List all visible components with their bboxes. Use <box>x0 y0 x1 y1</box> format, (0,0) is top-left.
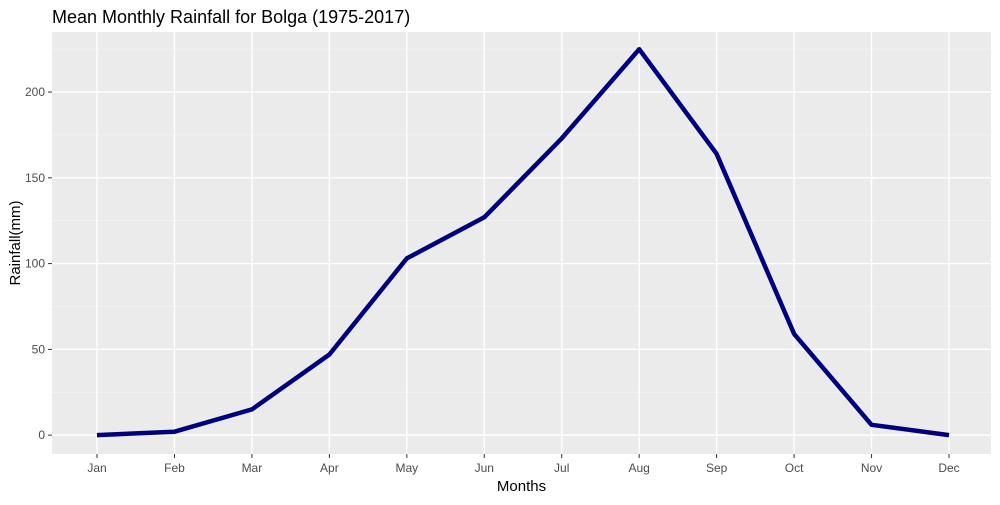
x-tick-label: Feb <box>164 461 185 475</box>
x-tick-label: Nov <box>861 461 882 475</box>
y-axis: 0 50 100 150 200 <box>25 85 52 442</box>
x-tick-label: Aug <box>629 461 650 475</box>
minor-gridlines <box>52 48 991 393</box>
y-tick-label: 100 <box>25 257 45 271</box>
x-tick-label: Sep <box>706 461 728 475</box>
y-axis-title: Rainfall(mm) <box>7 200 24 285</box>
plot-panel <box>52 32 991 454</box>
x-tick-label: Jul <box>554 461 569 475</box>
x-tick-label: Mar <box>242 461 263 475</box>
y-tick-label: 200 <box>25 85 45 99</box>
x-tick-label: Dec <box>938 461 959 475</box>
series-layer <box>96 46 950 438</box>
y-tick-label: 50 <box>32 342 46 356</box>
x-axis: Jan Feb Mar Apr May Jun Jul Aug Sep Oct Nov Dec <box>87 454 960 475</box>
x-axis-title: Months <box>497 478 546 495</box>
y-tick-label: 150 <box>25 171 45 185</box>
major-gridlines <box>52 32 991 454</box>
x-tick-label: May <box>395 461 418 475</box>
chart-title: Mean Monthly Rainfall for Bolga (1975-20… <box>52 7 410 27</box>
rainfall-series-line <box>96 46 950 438</box>
y-tick-label: 0 <box>38 428 45 442</box>
x-tick-label: Jan <box>87 461 106 475</box>
x-tick-label: Jun <box>475 461 494 475</box>
x-tick-label: Oct <box>785 461 804 475</box>
x-tick-label: Apr <box>320 461 339 475</box>
